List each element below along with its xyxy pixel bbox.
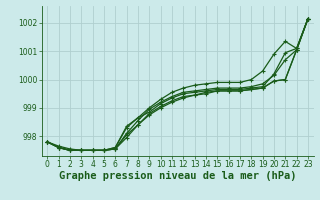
X-axis label: Graphe pression niveau de la mer (hPa): Graphe pression niveau de la mer (hPa) [59, 171, 296, 181]
